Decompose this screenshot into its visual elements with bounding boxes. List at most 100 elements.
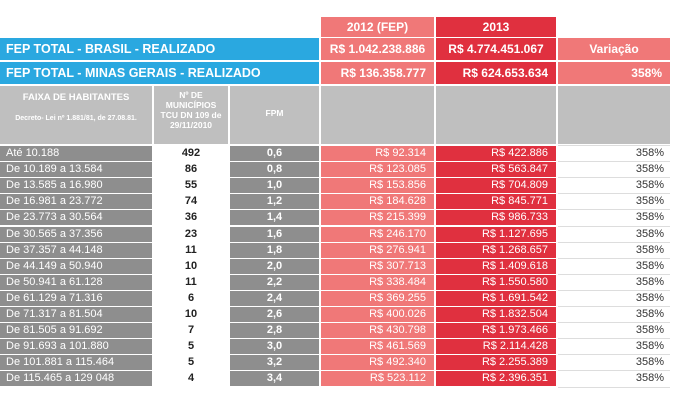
variation-cell: 358%	[558, 371, 670, 386]
value-2012-cell: R$ 246.170	[321, 227, 434, 242]
fpm-cell: 2,2	[230, 275, 319, 290]
value-2012-cell: R$ 307.713	[321, 259, 434, 274]
faixa-cell: De 101.881 a 115.464	[0, 355, 152, 370]
municipios-cell: 11	[154, 275, 228, 290]
faixa-cell: De 10.189 a 13.584	[0, 162, 152, 177]
value-2013-cell: R$ 1.550.580	[436, 275, 556, 290]
value-2012-cell: R$ 338.484	[321, 275, 434, 290]
mg-2012: R$ 136.358.777	[321, 62, 434, 84]
value-2013-cell: R$ 1.973.466	[436, 323, 556, 338]
value-2013-cell: R$ 422.886	[436, 146, 556, 161]
mg-variation: 358%	[558, 62, 670, 84]
value-2013-cell: R$ 704.809	[436, 178, 556, 193]
header-2013: 2013	[436, 17, 556, 37]
blank-header-2013	[436, 86, 556, 144]
value-2012-cell: R$ 430.798	[321, 323, 434, 338]
mg-label: FEP TOTAL - MINAS GERAIS - REALIZADO	[0, 62, 319, 84]
variation-cell: 358%	[558, 291, 670, 306]
municipios-cell: 36	[154, 210, 228, 225]
fpm-cell: 1,4	[230, 210, 319, 225]
variation-cell: 358%	[558, 227, 670, 242]
row-divider	[558, 290, 670, 291]
value-2013-cell: R$ 986.733	[436, 210, 556, 225]
row-divider	[558, 226, 670, 227]
faixa-cell: Até 10.188	[0, 146, 152, 161]
municipios-cell: 55	[154, 178, 228, 193]
variation-cell: 358%	[558, 194, 670, 209]
value-2012-cell: R$ 184.628	[321, 194, 434, 209]
variation-cell: 358%	[558, 355, 670, 370]
value-2012-cell: R$ 492.340	[321, 355, 434, 370]
fpm-cell: 1,6	[230, 227, 319, 242]
variation-cell: 358%	[558, 323, 670, 338]
brasil-2012: R$ 1.042.238.886	[321, 38, 434, 60]
blank-header-variation	[558, 86, 670, 144]
faixa-cell: De 50.941 a 61.128	[0, 275, 152, 290]
value-2012-cell: R$ 276.941	[321, 243, 434, 258]
row-divider	[558, 242, 670, 243]
faixa-cell: De 23.773 a 30.564	[0, 210, 152, 225]
value-2013-cell: R$ 1.268.657	[436, 243, 556, 258]
fpm-column-header: FPM	[230, 86, 319, 144]
fpm-cell: 1,8	[230, 243, 319, 258]
fpm-cell: 3,2	[230, 355, 319, 370]
row-divider	[558, 338, 670, 339]
value-2012-cell: R$ 153.856	[321, 178, 434, 193]
fpm-cell: 2,8	[230, 323, 319, 338]
municipios-cell: 74	[154, 194, 228, 209]
fpm-cell: 3,4	[230, 371, 319, 386]
municipios-cell: 86	[154, 162, 228, 177]
fpm-cell: 0,8	[230, 162, 319, 177]
value-2013-cell: R$ 1.409.618	[436, 259, 556, 274]
row-divider	[558, 145, 670, 146]
value-2012-cell: R$ 400.026	[321, 307, 434, 322]
value-2013-cell: R$ 845.771	[436, 194, 556, 209]
row-divider	[558, 322, 670, 323]
brasil-label: FEP TOTAL - BRASIL - REALIZADO	[0, 38, 319, 60]
fpm-cell: 2,4	[230, 291, 319, 306]
value-2012-cell: R$ 123.085	[321, 162, 434, 177]
row-divider	[558, 258, 670, 259]
faixa-cell: De 71.317 a 81.504	[0, 307, 152, 322]
variation-cell: 358%	[558, 178, 670, 193]
faixa-cell: De 91.693 a 101.880	[0, 339, 152, 354]
fpm-cell: 0,6	[230, 146, 319, 161]
value-2012-cell: R$ 369.255	[321, 291, 434, 306]
value-2013-cell: R$ 563.847	[436, 162, 556, 177]
row-divider	[558, 209, 670, 210]
variation-cell: 358%	[558, 339, 670, 354]
faixa-cell: De 81.505 a 91.692	[0, 323, 152, 338]
municipios-cell: 6	[154, 291, 228, 306]
municipios-cell: 4	[154, 371, 228, 386]
municipios-column-header: Nº DE MUNICÍPIOS TCU DN 109 de 29/11/201…	[154, 86, 228, 144]
variation-cell: 358%	[558, 275, 670, 290]
municipios-cell: 23	[154, 227, 228, 242]
municipios-cell: 10	[154, 259, 228, 274]
variation-cell: 358%	[558, 162, 670, 177]
fpm-cell: 2,0	[230, 259, 319, 274]
row-divider	[558, 193, 670, 194]
variation-cell: 358%	[558, 243, 670, 258]
value-2013-cell: R$ 1.832.504	[436, 307, 556, 322]
row-divider	[558, 306, 670, 307]
row-divider	[558, 274, 670, 275]
variation-cell: 358%	[558, 307, 670, 322]
faixa-note: Decreto- Lei nº 1.881/81, de 27.08.81.	[15, 115, 137, 122]
row-divider	[558, 161, 670, 162]
blank-header-2012	[321, 86, 434, 144]
value-2012-cell: R$ 461.569	[321, 339, 434, 354]
variation-cell: 358%	[558, 210, 670, 225]
faixa-cell: De 30.565 a 37.356	[0, 227, 152, 242]
municipios-cell: 10	[154, 307, 228, 322]
faixa-cell: De 115.465 a 129 048	[0, 371, 152, 386]
value-2012-cell: R$ 215.399	[321, 210, 434, 225]
municipios-cell: 5	[154, 355, 228, 370]
value-2013-cell: R$ 2.114.428	[436, 339, 556, 354]
value-2013-cell: R$ 2.255.389	[436, 355, 556, 370]
faixa-cell: De 13.585 a 16.980	[0, 178, 152, 193]
value-2013-cell: R$ 1.127.695	[436, 227, 556, 242]
faixa-cell: De 37.357 a 44.148	[0, 243, 152, 258]
faixa-cell: De 16.981 a 23.772	[0, 194, 152, 209]
header-2012: 2012 (FEP)	[321, 17, 434, 37]
